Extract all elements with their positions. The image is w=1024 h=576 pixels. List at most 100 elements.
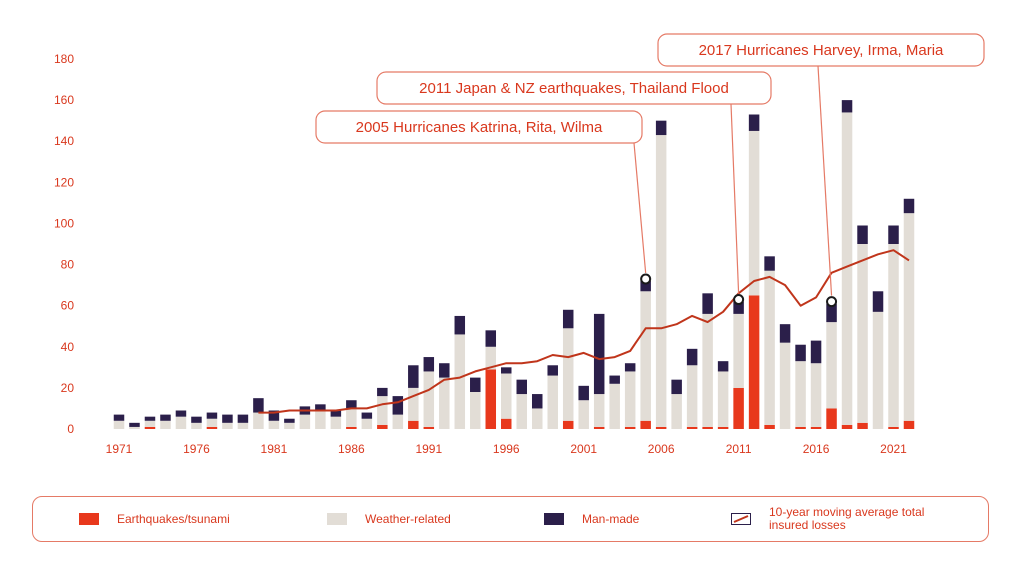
bar-weather-1978 (222, 422, 233, 429)
bar-manmade-2005 (640, 281, 651, 292)
bar-weather-1973 (144, 420, 156, 427)
bar-earthquakes-2019 (857, 422, 868, 429)
callout-group: 2005 Hurricanes Katrina, Rita, Wilma 2011… (315, 33, 985, 296)
moving-average-line (258, 249, 910, 414)
bar-weather-2022 (903, 213, 915, 421)
bar-weather-1979 (237, 422, 249, 429)
bar-manmade-1978 (222, 414, 233, 423)
bar-manmade-1991 (423, 357, 435, 372)
bar-weather-1976 (191, 422, 202, 429)
bar-weather-2008 (686, 365, 698, 427)
peak-marker-2005 (640, 273, 652, 285)
bar-earthquakes-1995 (485, 369, 497, 429)
bar-manmade-1973 (144, 416, 156, 421)
x-tick-label-2006: 2006 (648, 442, 675, 456)
legend-swatch-average-icon (731, 513, 751, 525)
bar-weather-1972 (129, 426, 140, 429)
y-tick-label-160: 160 (54, 93, 74, 107)
legend-label-weather: Weather-related (365, 511, 451, 526)
bar-manmade-2013 (764, 256, 775, 271)
bar-manmade-1997 (516, 379, 527, 395)
bar-manmade-2014 (779, 324, 791, 343)
bar-earthquakes-2002 (593, 426, 605, 429)
bar-weather-2018 (841, 112, 853, 425)
bar-earthquakes-1996 (501, 418, 512, 429)
bar-manmade-1976 (191, 416, 202, 423)
bar-manmade-2003 (609, 375, 620, 384)
bar-earthquakes-2011 (733, 387, 744, 429)
bar-weather-2007 (671, 394, 682, 429)
bar-manmade-1995 (485, 330, 497, 347)
bar-manmade-1992 (439, 363, 450, 378)
peak-marker-2017 (826, 296, 838, 308)
bar-earthquakes-1988 (377, 424, 388, 429)
bar-weather-1985 (330, 416, 342, 429)
bar-weather-2016 (810, 363, 822, 427)
bar-weather-2006 (655, 135, 667, 427)
legend-label-average-line2: insured losses (769, 518, 846, 532)
bar-weather-2019 (857, 244, 868, 423)
callout-box-2011 (376, 71, 772, 105)
bar-earthquakes-2006 (655, 426, 667, 429)
bar-weather-1990 (408, 387, 419, 421)
bar-earthquakes-2018 (841, 424, 853, 429)
bar-weather-1997 (516, 394, 527, 429)
callout-box-2005 (315, 110, 643, 144)
bar-manmade-1996 (501, 367, 512, 374)
bar-weather-1986 (346, 408, 357, 427)
legend-swatch-earthquakes (79, 513, 99, 525)
bar-weather-1974 (160, 420, 171, 429)
bar-weather-2020 (872, 311, 884, 429)
bar-manmade-2004 (624, 363, 636, 372)
y-tick-label-0: 0 (67, 422, 74, 436)
bar-manmade-2016 (810, 340, 822, 364)
legend-label-earthquakes: Earthquakes/tsunami (117, 511, 230, 526)
bar-manmade-1979 (237, 414, 249, 423)
bar-weather-1980 (253, 412, 264, 429)
callout-box-2017 (657, 33, 985, 67)
bar-weather-2002 (593, 394, 605, 427)
bar-earthquakes-2022 (903, 420, 915, 429)
bar-manmade-2015 (795, 344, 806, 362)
x-tick-label-1971: 1971 (106, 442, 133, 456)
bar-manmade-2009 (702, 293, 713, 314)
legend-label-manmade: Man-made (582, 511, 640, 526)
y-tick-label-180: 180 (54, 52, 74, 66)
bar-weather-1982 (284, 422, 295, 429)
bar-manmade-1987 (361, 412, 373, 419)
legend-item-average: 10-year moving average total insured los… (731, 497, 924, 541)
x-tick-label-1991: 1991 (415, 442, 442, 456)
bar-manmade-1975 (175, 410, 187, 417)
bar-earthquakes-2012 (748, 295, 760, 429)
bar-weather-2000 (562, 328, 574, 421)
bar-weather-1989 (392, 414, 404, 429)
bar-weather-2011 (733, 313, 744, 388)
callout-text-2005: 2005 Hurricanes Katrina, Rita, Wilma (356, 119, 603, 136)
bar-manmade-2011 (733, 301, 744, 314)
bar-manmade-2017 (826, 303, 837, 323)
legend-item-manmade: Man-made (544, 497, 639, 541)
bar-earthquakes-1977 (206, 426, 218, 429)
bar-manmade-1993 (454, 315, 466, 335)
bar-weather-1975 (175, 416, 187, 429)
legend-label-average-line1: 10-year moving average total (769, 505, 925, 519)
bar-weather-1992 (439, 377, 450, 429)
bar-manmade-2008 (686, 348, 698, 366)
y-tick-label-40: 40 (61, 340, 75, 354)
bar-weather-1977 (206, 418, 218, 427)
bar-manmade-1998 (531, 394, 543, 409)
bar-weather-1988 (377, 396, 388, 425)
bar-weather-2005 (640, 291, 651, 421)
bar-weather-2003 (609, 383, 620, 429)
bar-manmade-2018 (841, 100, 853, 113)
x-tick-label-1986: 1986 (338, 442, 365, 456)
x-tick-label-2021: 2021 (880, 442, 907, 456)
bar-weather-1994 (470, 392, 481, 429)
bar-earthquakes-2016 (810, 426, 822, 429)
bar-manmade-1986 (346, 400, 357, 409)
x-tick-label-1976: 1976 (183, 442, 210, 456)
bar-weather-2013 (764, 270, 775, 425)
bar-earthquakes-2000 (562, 420, 574, 429)
bar-manmade-1982 (284, 418, 295, 423)
bar-earthquakes-1991 (423, 426, 435, 429)
